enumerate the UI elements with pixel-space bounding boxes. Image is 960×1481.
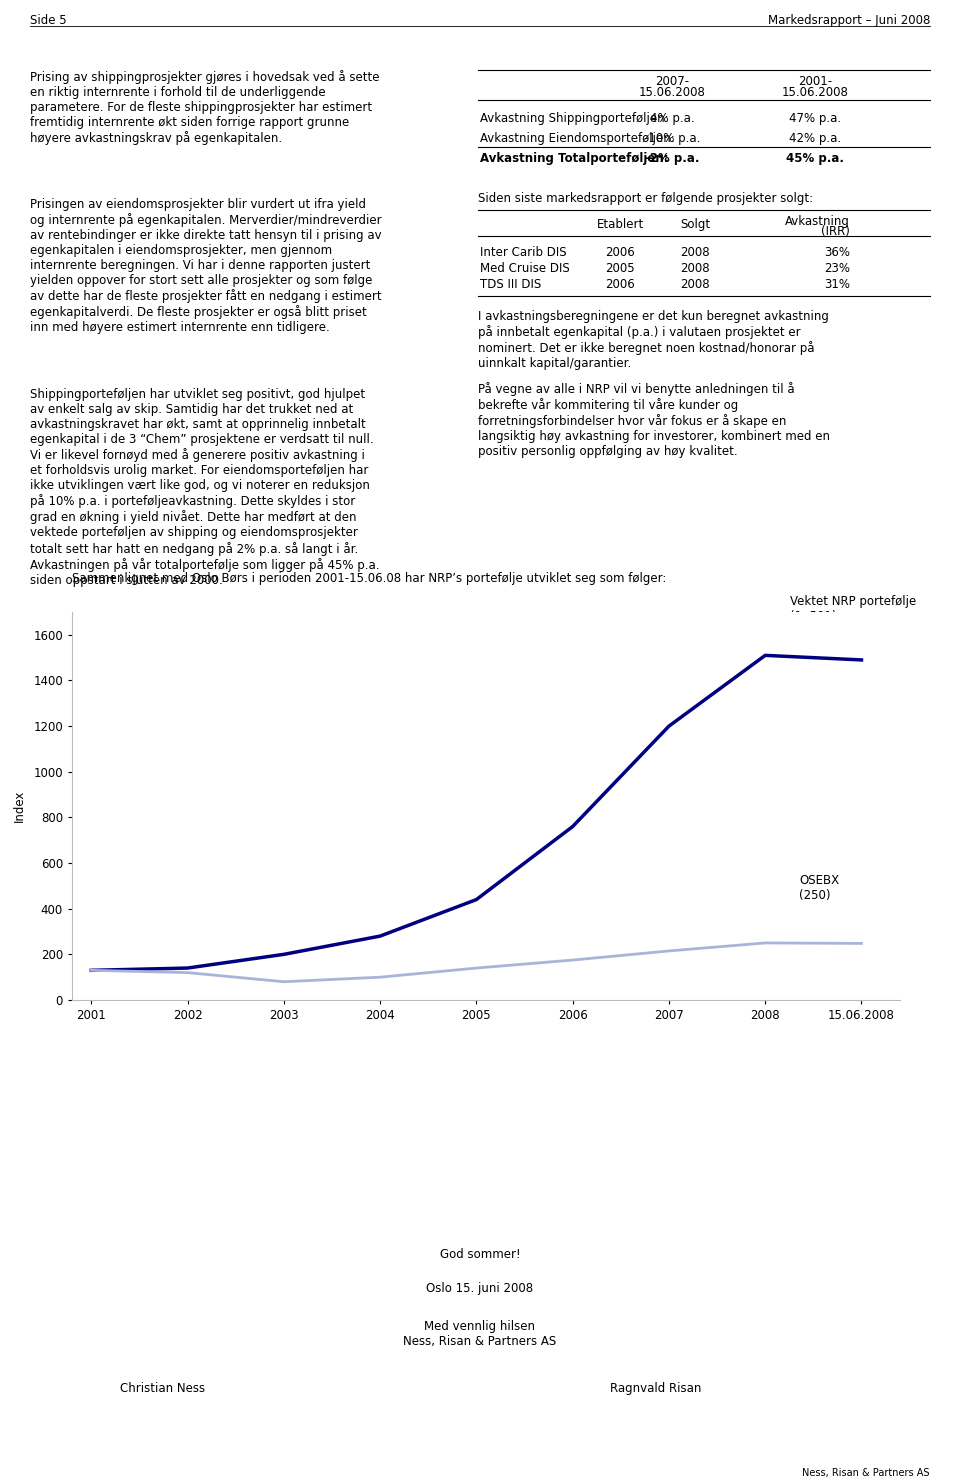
Text: Siden siste markedsrapport er følgende prosjekter solgt:: Siden siste markedsrapport er følgende p… xyxy=(478,193,813,204)
Text: God sommer!: God sommer! xyxy=(440,1248,520,1260)
Text: På vegne av alle i NRP vil vi benytte anledningen til å
bekrefte vår kommitering: På vegne av alle i NRP vil vi benytte an… xyxy=(478,382,830,458)
Text: 2008: 2008 xyxy=(681,262,709,275)
Text: I avkastningsberegningene er det kun beregnet avkastning
på innbetalt egenkapita: I avkastningsberegningene er det kun ber… xyxy=(478,310,828,370)
Text: 47% p.a.: 47% p.a. xyxy=(789,113,841,124)
Text: Oslo 15. juni 2008: Oslo 15. juni 2008 xyxy=(426,1283,534,1294)
Text: 2005: 2005 xyxy=(605,262,635,275)
Text: 2006: 2006 xyxy=(605,246,635,259)
Text: 45% p.a.: 45% p.a. xyxy=(786,153,844,164)
Text: TDS III DIS: TDS III DIS xyxy=(480,278,541,290)
Text: Avkastning: Avkastning xyxy=(785,215,850,228)
Y-axis label: Index: Index xyxy=(13,789,26,822)
Text: 2006: 2006 xyxy=(605,278,635,290)
Text: Markedsrapport – Juni 2008: Markedsrapport – Juni 2008 xyxy=(768,13,930,27)
Text: 4% p.a.: 4% p.a. xyxy=(650,113,694,124)
Text: Christian Ness: Christian Ness xyxy=(120,1382,205,1395)
Text: Avkastning Totalporteføljen:: Avkastning Totalporteføljen: xyxy=(480,153,668,164)
Text: Sammenlignet med Oslo Børs i perioden 2001-15.06.08 har NRP’s portefølje utvikle: Sammenlignet med Oslo Børs i perioden 20… xyxy=(72,572,666,585)
Text: Solgt: Solgt xyxy=(680,218,710,231)
Text: 15.06.2008: 15.06.2008 xyxy=(638,86,706,99)
Text: 2007-: 2007- xyxy=(655,76,689,87)
Text: OSEBX
(250): OSEBX (250) xyxy=(799,874,839,902)
Text: Vektet NRP portefølje
(1  501): Vektet NRP portefølje (1 501) xyxy=(790,595,916,624)
Text: Side 5: Side 5 xyxy=(30,13,66,27)
Text: Avkastning Shippingporteføljen:: Avkastning Shippingporteføljen: xyxy=(480,113,668,124)
Text: Prising av shippingprosjekter gjøres i hovedsak ved å sette
en riktig internrent: Prising av shippingprosjekter gjøres i h… xyxy=(30,70,379,145)
Text: 2001-: 2001- xyxy=(798,76,832,87)
Text: Shippingporteføljen har utviklet seg positivt, god hjulpet
av enkelt salg av ski: Shippingporteføljen har utviklet seg pos… xyxy=(30,388,379,586)
Text: -10% p.a.: -10% p.a. xyxy=(644,132,700,145)
Text: 36%: 36% xyxy=(824,246,850,259)
Text: Avkastning Eiendomsporteføljen:: Avkastning Eiendomsporteføljen: xyxy=(480,132,675,145)
Text: 2008: 2008 xyxy=(681,278,709,290)
Text: (IRR): (IRR) xyxy=(821,225,850,238)
Text: -2% p.a.: -2% p.a. xyxy=(645,153,699,164)
Text: 23%: 23% xyxy=(824,262,850,275)
Text: Inter Carib DIS: Inter Carib DIS xyxy=(480,246,566,259)
Text: Med Cruise DIS: Med Cruise DIS xyxy=(480,262,569,275)
Text: 31%: 31% xyxy=(824,278,850,290)
Text: 2008: 2008 xyxy=(681,246,709,259)
Text: Ragnvald Risan: Ragnvald Risan xyxy=(610,1382,702,1395)
Text: Etablert: Etablert xyxy=(596,218,643,231)
Text: Prisingen av eiendomsprosjekter blir vurdert ut ifra yield
og internrente på ege: Prisingen av eiendomsprosjekter blir vur… xyxy=(30,198,382,335)
Text: 15.06.2008: 15.06.2008 xyxy=(781,86,849,99)
Text: Med vennlig hilsen
Ness, Risan & Partners AS: Med vennlig hilsen Ness, Risan & Partner… xyxy=(403,1320,557,1348)
Text: 42% p.a.: 42% p.a. xyxy=(789,132,841,145)
Text: Ness, Risan & Partners AS: Ness, Risan & Partners AS xyxy=(803,1468,930,1478)
